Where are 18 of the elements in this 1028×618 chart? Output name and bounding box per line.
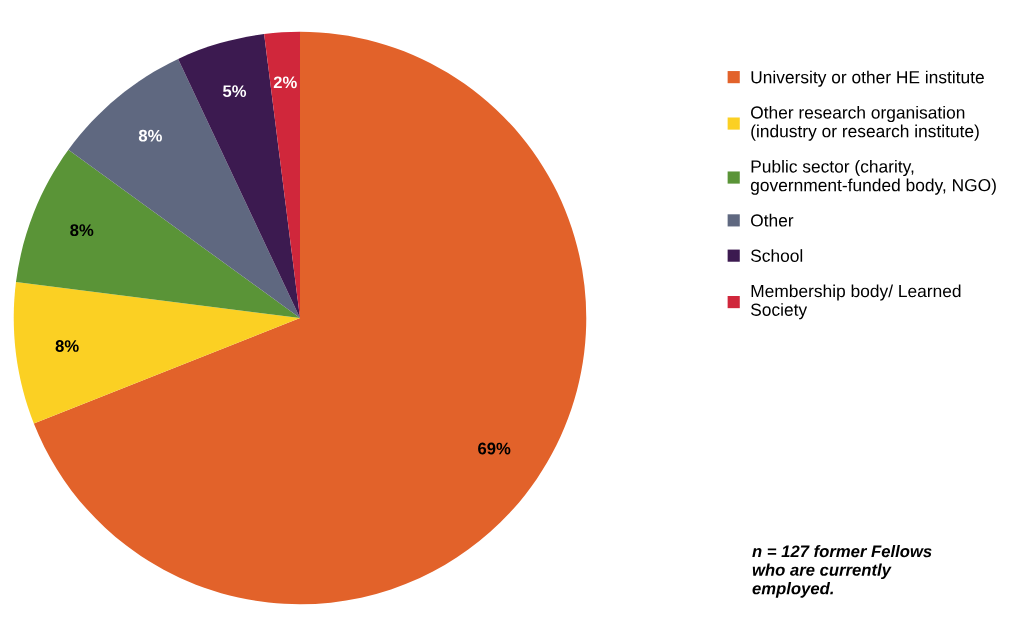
- data-label: 8%: [138, 129, 162, 142]
- data-label: 5%: [222, 85, 247, 98]
- legend-label: School: [750, 249, 803, 262]
- pie-slice: [13, 282, 300, 424]
- data-label: 2%: [273, 76, 297, 89]
- pie-slice: [68, 58, 300, 318]
- data-label: 69%: [478, 442, 511, 455]
- legend-label: Membership body/ Learned Society: [750, 284, 961, 320]
- text: n = 127 former Fellows who are currently employed.: [752, 545, 932, 598]
- data-label: 8%: [70, 224, 94, 237]
- legend-label: University or other HE institute: [751, 70, 984, 87]
- data-label: 8%: [55, 340, 79, 352]
- legend-label: Other research organisation (industry or research institute): [751, 105, 979, 141]
- legend-label: Other: [751, 213, 794, 227]
- pie-slice: [33, 31, 587, 605]
- legend-label: Public sector (charity, government-funded body, NGO): [750, 159, 996, 195]
- pie-slice: [15, 149, 300, 318]
- pie-slice: [178, 33, 300, 318]
